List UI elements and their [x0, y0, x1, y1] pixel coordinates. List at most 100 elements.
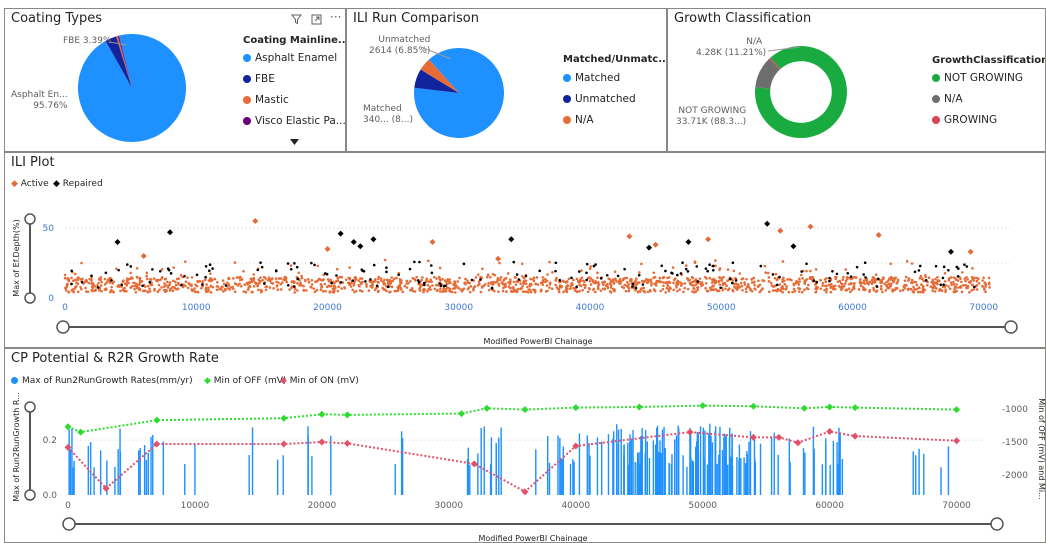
scatter-point-active [261, 278, 264, 282]
growth-rate-bar [72, 467, 75, 495]
x-tick-label: 10000 [181, 501, 210, 511]
legend-item-na[interactable]: N/A [563, 114, 594, 126]
scatter-point-active [441, 277, 444, 281]
scatter-point-active [495, 255, 502, 262]
scatter-point-repaired [120, 283, 123, 287]
legend-label: GROWING [944, 114, 998, 126]
legend-item-fbe[interactable]: FBE [243, 73, 275, 85]
scatter-point-active [272, 287, 275, 290]
growth-rate-bar [596, 437, 599, 495]
scatter-point-active [410, 287, 414, 291]
scatter-point-active [835, 276, 838, 279]
scatter-point-active [881, 290, 884, 294]
legend-item-repaired[interactable]: ◆ Repaired [53, 179, 103, 189]
series-marker-on [686, 428, 694, 436]
legend-label: Min of OFF (mV) [213, 376, 287, 386]
scatter-point-active [885, 280, 888, 284]
more-options-icon[interactable]: ··· [330, 10, 342, 24]
scatter-point-active [936, 275, 939, 279]
legend-item-min-on[interactable]: ◆ Min of ON (mV) [280, 376, 359, 386]
series-marker-on [794, 439, 802, 447]
legend-item-asphalt-enamel[interactable]: Asphalt Enamel [243, 52, 337, 64]
scatter-point-active [791, 290, 794, 294]
growth-rate-bar [677, 425, 679, 495]
scatter-point-active [138, 283, 141, 287]
scatter-point-active [368, 280, 372, 283]
scatter-point-active [911, 290, 915, 294]
series-marker-on [851, 432, 859, 440]
scatter-point-active [608, 290, 612, 293]
scatter-point-active [649, 278, 653, 282]
legend-item-growth-na[interactable]: N/A [932, 93, 963, 105]
growth-rate-bar [400, 431, 403, 495]
growth-rate-bar [248, 455, 250, 495]
scatter-point-active [243, 283, 247, 286]
scatter-point-active [258, 279, 262, 283]
scatter-point-repaired [849, 275, 853, 278]
growth-classification-panel[interactable]: Growth Classification N/A 4.28K (11.21%)… [667, 8, 1046, 152]
scatter-point-active [204, 290, 208, 293]
scatter-point-repaired [470, 278, 474, 282]
scatter-point-active [792, 283, 796, 287]
scatter-point-active [512, 290, 515, 293]
scatter-point-active [373, 288, 377, 292]
x-tick-label: 10000 [182, 303, 211, 313]
cp-potential-panel[interactable]: CP Potential & R2R Growth Rate Max of Ru… [4, 348, 1046, 543]
growth-rate-bar [709, 423, 711, 495]
scatter-point-active [340, 287, 343, 290]
growth-rate-bar [668, 463, 670, 495]
y-range-slider-handle [24, 213, 36, 225]
filter-icon[interactable] [290, 14, 303, 28]
coating-types-panel[interactable]: Coating Types ··· FBE 3.39% Asphalt En..… [4, 8, 346, 152]
legend-item-active[interactable]: ◆ Active [11, 179, 49, 189]
scatter-point-active [609, 286, 613, 289]
ili-run-comparison-panel[interactable]: ILI Run Comparison Unmatched 2614 (6.85%… [346, 8, 667, 152]
legend-item-matched[interactable]: Matched [563, 72, 620, 84]
scatter-point-active [793, 289, 797, 293]
series-marker-off [699, 402, 707, 410]
scatter-point-active [562, 280, 566, 283]
growth-legend-title: GrowthClassification [932, 55, 1046, 66]
scatter-point-active [248, 285, 252, 288]
legend-item-unmatched[interactable]: Unmatched [563, 93, 636, 105]
scatter-point-active [947, 285, 950, 288]
scatter-point-active [965, 286, 968, 290]
scatter-point-repaired [296, 277, 300, 281]
ili-run-comparison-title: ILI Run Comparison [353, 11, 479, 26]
scatter-point-active [720, 277, 724, 281]
focus-mode-icon[interactable] [311, 14, 322, 28]
y-axis-title: Max of Run2RunGrowth R... [12, 392, 21, 502]
legend-item-not-growing[interactable]: NOT GROWING [932, 72, 1023, 84]
scatter-point-active [551, 271, 554, 274]
scatter-point-active [423, 288, 427, 292]
scatter-point-active [464, 277, 467, 281]
scatter-point-active [123, 282, 127, 286]
scatter-point-repaired [685, 239, 692, 245]
scatter-point-active [186, 286, 190, 290]
scatter-point-active [752, 276, 756, 280]
scatter-point-active [609, 284, 613, 287]
legend-item-growing[interactable]: GROWING [932, 114, 997, 126]
scatter-point-active [829, 286, 833, 290]
ili-plot-panel[interactable]: ILI Plot ◆ Active ◆ Repaired Max of Ef.D… [4, 152, 1046, 348]
scatter-point-repaired [679, 272, 683, 275]
scatter-point-repaired [479, 278, 482, 281]
growth-rate-bar [282, 455, 284, 495]
legend-item-growth-rate[interactable]: Max of Run2RunGrowth Rates(mm/yr) [11, 376, 193, 386]
scatter-point-active [566, 287, 569, 290]
legend-scroll-down-icon[interactable] [290, 139, 299, 145]
legend-item-mastic[interactable]: Mastic [243, 94, 289, 106]
scatter-point-active [683, 286, 686, 290]
scatter-point-active [960, 290, 964, 294]
scatter-point-repaired [676, 273, 679, 277]
scatter-point-repaired [357, 243, 364, 250]
growth-rate-bar [578, 433, 581, 495]
growth-rate-bar [691, 460, 694, 495]
legend-item-visco-elastic[interactable]: Visco Elastic Pa... [243, 115, 345, 127]
scatter-point-active [106, 279, 110, 282]
scatter-point-active [823, 278, 827, 281]
legend-item-min-off[interactable]: ◆ Min of OFF (mV) [204, 376, 286, 386]
scatter-point-active [622, 286, 626, 290]
scatter-point-active [814, 290, 817, 294]
scatter-point-active [458, 276, 461, 280]
